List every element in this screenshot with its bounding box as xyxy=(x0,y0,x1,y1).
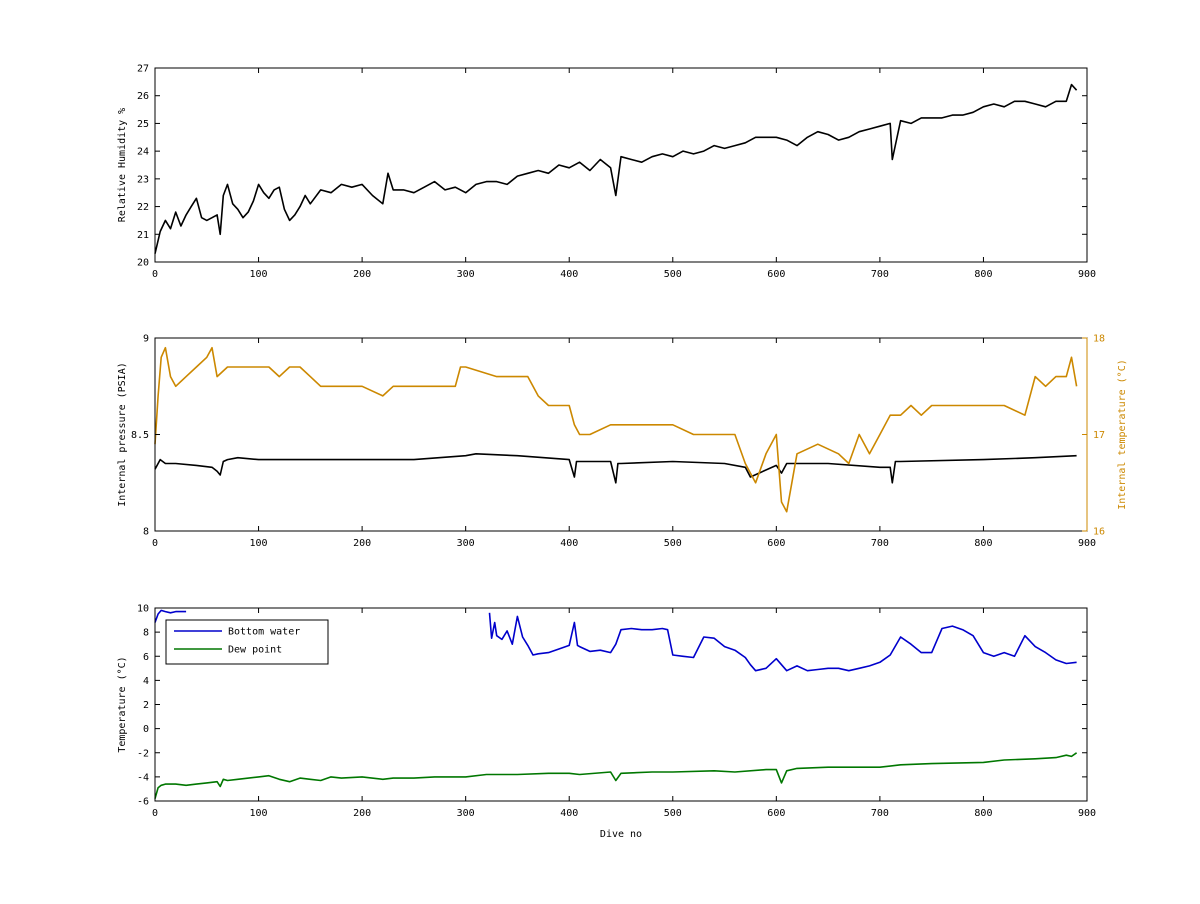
x-tick-label: 600 xyxy=(767,269,785,280)
x-tick-label: 700 xyxy=(871,808,889,819)
y-tick-label: 2 xyxy=(143,700,149,711)
x-tick-label: 900 xyxy=(1078,538,1096,549)
legend-label: Dew point xyxy=(228,645,282,656)
x-tick-label: 200 xyxy=(353,538,371,549)
series-line-2-2 xyxy=(154,346,1078,513)
x-axis-label: Dive no xyxy=(600,829,642,840)
chart-panel-3: 0 100 200 300 400 500 600 700 800 900 -6 -4 -2 0 2 4 6 8 1… xyxy=(117,604,1096,841)
x-tick-label: 500 xyxy=(664,538,682,549)
x-tick-label: 700 xyxy=(871,538,889,549)
y-tick-label: 6 xyxy=(143,652,149,663)
y-axis-label: Relative Humidity % xyxy=(117,108,128,222)
series-line-dew-point xyxy=(154,752,1078,799)
x-tick-label: 300 xyxy=(457,269,475,280)
y-tick-label: -2 xyxy=(137,748,149,759)
y-tick-label: 22 xyxy=(137,202,149,213)
y-tick-label: -4 xyxy=(137,772,149,783)
x-tick-label: 800 xyxy=(974,808,992,819)
plot-frame xyxy=(154,67,1088,263)
x-tick-label: 100 xyxy=(250,808,268,819)
x-tick-label: 200 xyxy=(353,269,371,280)
y-tick-label: 24 xyxy=(137,147,149,158)
y-tick-label: 4 xyxy=(143,676,149,687)
x-tick-label: 400 xyxy=(560,538,578,549)
y-tick-label: -6 xyxy=(137,797,149,808)
y-axis-label: Temperature (°C) xyxy=(117,656,128,752)
y-tick-label: 26 xyxy=(137,91,149,102)
chart-panel-2: 0 100 200 300 400 500 600 700 800 900 8 8.5 9 16 17 18 I… xyxy=(117,334,1128,550)
series-line-2-1 xyxy=(154,452,1077,484)
y-axis-label: Internal pressure (PSIA) xyxy=(117,362,128,507)
x-tick-label: 500 xyxy=(664,269,682,280)
y-tick-label: 0 xyxy=(143,724,149,735)
x-tick-label: 800 xyxy=(974,538,992,549)
y-tick-label: 23 xyxy=(137,174,149,185)
series-line-1-1 xyxy=(154,83,1078,254)
x-tick-label: 400 xyxy=(560,808,578,819)
x-tick-label: 200 xyxy=(353,808,371,819)
y2-axis-label: Internal temperature (°C) xyxy=(1117,359,1128,510)
series-line-bottom-water xyxy=(154,609,187,623)
legend: Bottom water Dew point xyxy=(165,619,329,665)
y-tick-label: 8 xyxy=(143,628,149,639)
legend-box xyxy=(165,619,329,665)
x-tick-label: 300 xyxy=(457,538,475,549)
x-tick-label: 500 xyxy=(664,808,682,819)
legend-label: Bottom water xyxy=(228,627,300,638)
x-tick-label: 0 xyxy=(152,808,158,819)
y-tick-label: 21 xyxy=(137,230,149,241)
y2-tick-label: 18 xyxy=(1093,334,1105,345)
x-tick-label: 400 xyxy=(560,269,578,280)
x-tick-label: 900 xyxy=(1078,808,1096,819)
y-tick-label: 20 xyxy=(137,258,149,269)
y2-tick-label: 17 xyxy=(1093,430,1105,441)
x-tick-label: 600 xyxy=(767,538,785,549)
y-tick-label: 27 xyxy=(137,64,149,75)
x-tick-label: 300 xyxy=(457,808,475,819)
x-tick-label: 800 xyxy=(974,269,992,280)
y2-tick-label: 16 xyxy=(1093,527,1105,538)
x-tick-label: 600 xyxy=(767,808,785,819)
y-tick-label: 8.5 xyxy=(131,430,149,441)
x-tick-label: 0 xyxy=(152,269,158,280)
y-tick-label: 25 xyxy=(137,119,149,130)
x-tick-label: 900 xyxy=(1078,269,1096,280)
y-tick-label: 9 xyxy=(143,334,149,345)
x-tick-label: 100 xyxy=(250,269,268,280)
chart-panel-1: 0 100 200 300 400 500 600 700 800 900 20 21 22 23 24 25… xyxy=(117,64,1096,281)
x-tick-label: 100 xyxy=(250,538,268,549)
series-line-bottom-water xyxy=(488,612,1077,672)
x-tick-label: 700 xyxy=(871,269,889,280)
x-tick-label: 0 xyxy=(152,538,158,549)
y-tick-label: 8 xyxy=(143,527,149,538)
y-tick-label: 10 xyxy=(137,604,149,615)
